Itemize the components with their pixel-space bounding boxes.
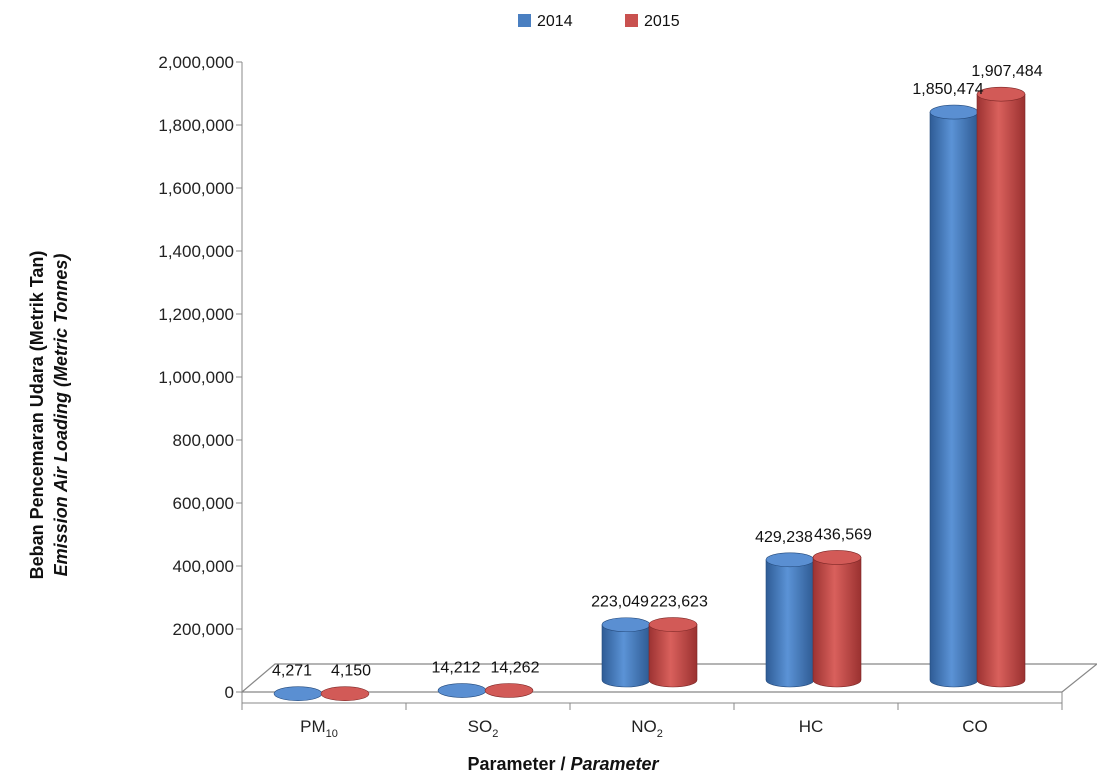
y-axis: 0 200,000 400,000 600,000 800,000 1,000,000 1,… — [158, 53, 243, 702]
y-tick-label: 1,000,000 — [158, 368, 234, 387]
x-tick-label: HC — [799, 717, 824, 736]
legend-label-2014: 2014 — [537, 13, 573, 30]
y-tick-label: 2,000,000 — [158, 53, 234, 72]
legend-swatch-2015 — [625, 14, 638, 27]
bar-2014-co — [929, 104, 979, 688]
y-tick-label: 800,000 — [173, 431, 234, 450]
data-label: 1,850,474 — [912, 81, 983, 98]
y-tick-label: 1,600,000 — [158, 179, 234, 198]
y-tick-label: 1,400,000 — [158, 242, 234, 261]
bar-2015-no — [648, 617, 698, 688]
bars — [273, 86, 1026, 701]
bar-body — [976, 93, 1026, 688]
x-axis-title-italic: Parameter — [571, 754, 660, 774]
y-tick-label: 1,200,000 — [158, 305, 234, 324]
bar-2014-so — [437, 683, 487, 698]
bar-top — [484, 683, 534, 698]
data-label: 436,569 — [814, 526, 872, 543]
data-label: 14,262 — [491, 660, 540, 677]
data-labels: 4,271 4,150 14,212 14,262 223,049 223,623 429,… — [272, 63, 1043, 680]
y-tick-label: 1,800,000 — [158, 116, 234, 135]
data-label: 4,150 — [331, 663, 371, 680]
bar-2015-hc — [812, 550, 862, 688]
y-tick-label: 0 — [225, 683, 234, 702]
y-axis-title-line2: Emission Air Loading (Metric Tonnes) — [51, 254, 71, 577]
legend-swatch-2014 — [518, 14, 531, 27]
data-label: 223,049 — [591, 594, 649, 611]
y-tick-label: 400,000 — [173, 557, 234, 576]
bar-2015-so — [484, 683, 534, 698]
bar-2014-no — [601, 617, 651, 688]
bar-2014-pm — [273, 686, 323, 701]
y-tick-label: 200,000 — [173, 620, 234, 639]
data-label: 223,623 — [650, 594, 708, 611]
bar-body — [648, 624, 698, 688]
x-axis-title: Parameter / Parameter — [467, 754, 659, 774]
bar-2014-hc — [765, 552, 815, 688]
x-tick-label: NO2 — [631, 717, 663, 740]
bar-top — [648, 617, 698, 632]
y-tick-label: 600,000 — [173, 494, 234, 513]
bar-body — [929, 111, 979, 688]
bar-top — [273, 686, 323, 701]
x-tick-labels: PM10 SO2 NO2 HC CO — [300, 717, 988, 740]
data-label: 4,271 — [272, 663, 312, 680]
x-tick-label: SO2 — [468, 717, 499, 740]
bar-body — [765, 559, 815, 688]
x-axis-title-main: Parameter / — [467, 754, 570, 774]
legend: 2014 2015 — [518, 13, 680, 30]
legend-label-2015: 2015 — [644, 13, 680, 30]
x-tick-label: CO — [962, 717, 988, 736]
x-tick-label: PM10 — [300, 717, 338, 740]
bar-body — [601, 624, 651, 688]
bar-top — [320, 686, 370, 701]
bar-2015-pm — [320, 686, 370, 701]
bar-top — [601, 617, 651, 633]
data-label: 429,238 — [755, 529, 813, 546]
bar-body — [812, 557, 862, 688]
bar-top — [929, 104, 979, 120]
bar-2015-co — [976, 86, 1026, 688]
bar-top — [437, 683, 487, 698]
bar-top — [765, 552, 815, 568]
data-label: 14,212 — [432, 660, 481, 677]
bar-top — [812, 550, 862, 565]
x-ticks — [241, 703, 1063, 710]
y-axis-title-line1: Beban Pencemaran Udara (Metrik Tan) — [27, 251, 47, 580]
bar-top — [976, 86, 1026, 102]
data-label: 1,907,484 — [971, 63, 1042, 80]
